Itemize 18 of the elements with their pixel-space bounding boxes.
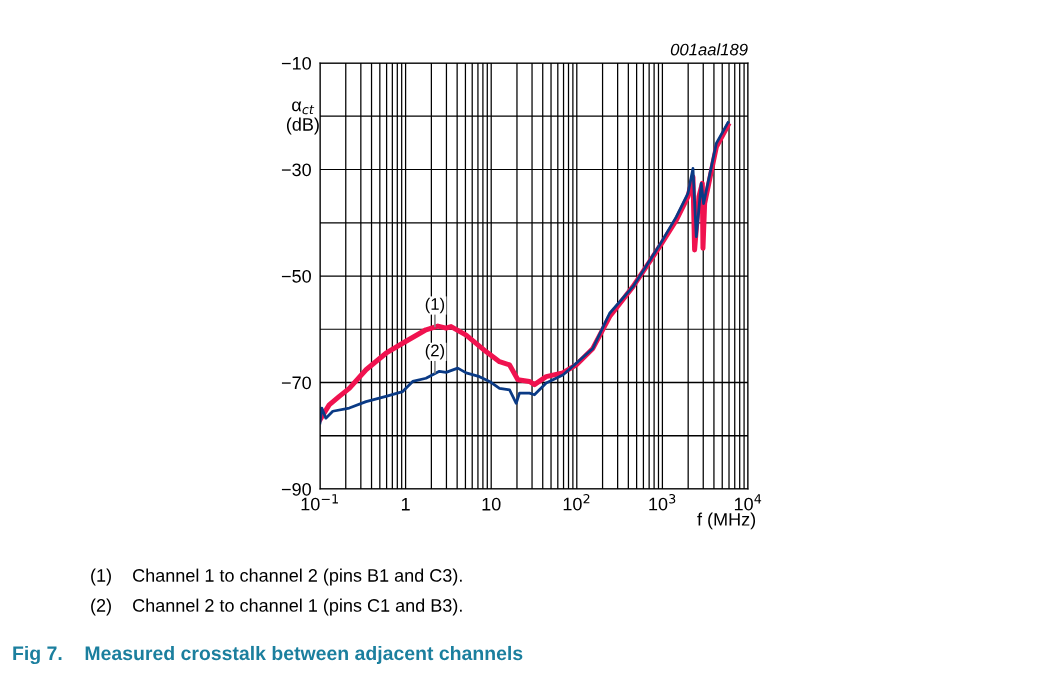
y-tick-label: −30	[281, 163, 311, 177]
x-tick-label: 10$^{2}$	[563, 493, 590, 511]
x-tick-label: 1	[401, 498, 410, 511]
text: 001aal189	[670, 43, 748, 56]
text: (1) Channel 1 to channel 2 (pins B1 and C3).	[91, 568, 462, 586]
x-tick-label: 10	[482, 497, 501, 511]
x-axis-title: f (MHz)	[697, 512, 756, 530]
y-tick-label: −10	[281, 56, 311, 70]
text: Fig 7. Measured crosstalk between adjacent channels	[13, 645, 523, 665]
y-tick-label: −70	[281, 376, 311, 390]
x-tick-label: 10$^{3}$	[649, 493, 676, 511]
y-axis-title: α$_{ct}$ (dB)	[286, 101, 319, 135]
text: (2) Channel 2 to channel 1 (pins C1 and B3).	[91, 598, 462, 616]
y-tick-label: −90	[281, 482, 311, 496]
x-tick-label: 10$^{4}$	[734, 494, 762, 511]
annotation: (1)	[425, 297, 445, 314]
annotation: (2)	[425, 344, 445, 360]
y-tick-label: −50	[281, 269, 311, 283]
